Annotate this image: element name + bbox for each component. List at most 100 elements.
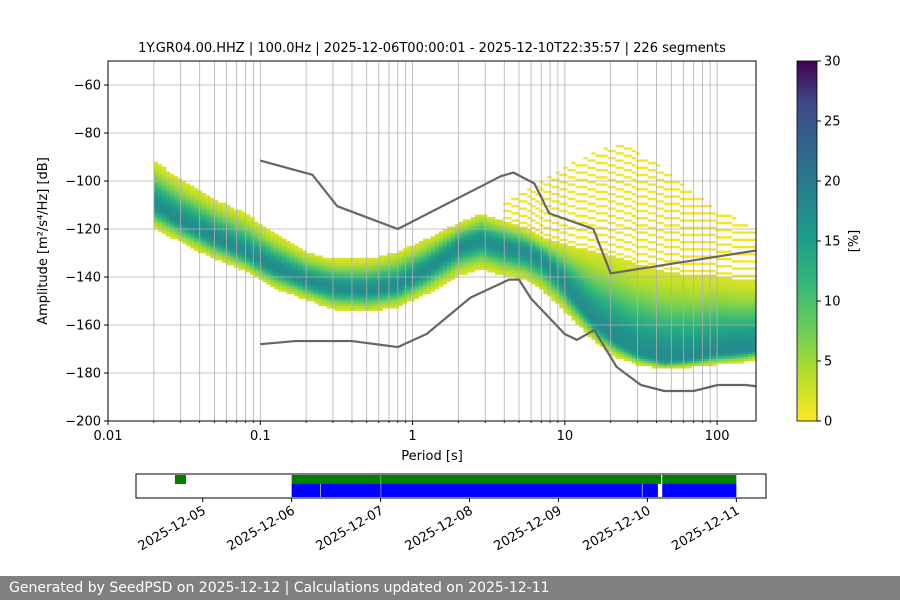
heatmap-cell	[711, 303, 717, 307]
heatmap-cell	[274, 274, 279, 278]
heatmap-cell	[406, 284, 412, 287]
heatmap-cell	[491, 221, 496, 225]
heatmap-cell	[563, 224, 568, 227]
heatmap-cell	[346, 284, 351, 287]
heatmap-cell	[727, 250, 733, 253]
heatmap-cell	[663, 293, 668, 297]
heatmap-cell	[687, 353, 693, 357]
heatmap-cell	[254, 243, 259, 247]
heatmap-cell	[667, 341, 672, 345]
heatmap-cell	[647, 358, 652, 362]
heatmap-cell	[679, 308, 685, 311]
heatmap-cell	[739, 346, 745, 350]
heatmap-cell	[218, 255, 223, 259]
heatmap-cell	[458, 272, 464, 275]
heatmap-cell	[442, 231, 448, 235]
heatmap-cell	[639, 305, 644, 309]
heatmap-cell	[238, 233, 243, 237]
heatmap-cell	[438, 248, 444, 251]
heatmap-cell	[238, 229, 243, 232]
heatmap-cell	[189, 238, 195, 242]
heatmap-cell	[318, 274, 323, 278]
heatmap-cell	[426, 253, 432, 256]
heatmap-cell	[607, 301, 612, 304]
heatmap-cell	[675, 301, 681, 304]
heatmap-cell	[587, 305, 592, 309]
heatmap-cell	[659, 358, 664, 362]
heatmap-cell	[354, 291, 359, 295]
heatmap-cell	[567, 303, 572, 307]
heatmap-cell	[655, 365, 660, 369]
heatmap-cell	[153, 171, 159, 175]
heatmap-cell	[270, 274, 275, 278]
heatmap-cell	[739, 303, 745, 307]
heatmap-cell	[623, 320, 628, 323]
heatmap-cell	[623, 169, 628, 172]
heatmap-cell	[627, 303, 632, 307]
heatmap-cell	[254, 265, 259, 268]
heatmap-cell	[282, 253, 287, 256]
heatmap-cell	[623, 317, 628, 321]
heatmap-cell	[619, 315, 624, 319]
heatmap-cell	[246, 243, 251, 247]
heatmap-cell	[290, 284, 295, 287]
heatmap-cell	[230, 217, 235, 220]
heatmap-cell	[723, 296, 729, 299]
heatmap-cell	[310, 293, 315, 297]
heatmap-cell	[603, 289, 608, 292]
heatmap-cell	[699, 262, 705, 265]
heatmap-cell	[723, 313, 729, 316]
heatmap-cell	[310, 281, 315, 285]
heatmap-cell	[338, 296, 343, 299]
heatmap-cell	[535, 233, 540, 237]
heatmap-cell	[703, 310, 709, 314]
x-tick-label: 1	[408, 429, 416, 444]
heatmap-cell	[659, 308, 664, 311]
heatmap-cell	[266, 233, 271, 237]
heatmap-cell	[418, 241, 424, 244]
heatmap-cell	[599, 322, 604, 326]
heatmap-cell	[454, 265, 460, 268]
heatmap-cell	[679, 332, 685, 335]
heatmap-cell	[699, 226, 705, 229]
heatmap-cell	[181, 185, 187, 189]
heatmap-cell	[603, 305, 608, 309]
heatmap-cell	[495, 238, 500, 242]
heatmap-cell	[470, 236, 476, 239]
heatmap-cell	[157, 226, 163, 230]
heatmap-cell	[695, 248, 701, 251]
heatmap-cell	[470, 260, 476, 263]
heatmap-cell	[567, 176, 572, 179]
heatmap-cell	[165, 207, 171, 211]
heatmap-cell	[711, 337, 717, 340]
heatmap-cell	[491, 255, 496, 259]
heatmap-cell	[643, 322, 648, 326]
heatmap-cell	[414, 291, 420, 295]
heatmap-cell	[406, 265, 412, 268]
heatmap-cell	[202, 197, 207, 201]
heatmap-cell	[603, 320, 608, 323]
heatmap-cell	[358, 257, 363, 261]
heatmap-cell	[735, 308, 741, 311]
heatmap-cell	[751, 322, 756, 326]
heatmap-cell	[218, 207, 223, 211]
heatmap-cell	[731, 361, 737, 364]
heatmap-cell	[515, 243, 520, 247]
heatmap-cell	[659, 301, 664, 304]
heatmap-cell	[659, 272, 664, 275]
heatmap-cell	[523, 274, 528, 278]
heatmap-cell	[555, 260, 560, 263]
heatmap-cell	[338, 281, 343, 285]
heatmap-cell	[583, 214, 588, 217]
heatmap-cell	[675, 358, 681, 362]
heatmap-cell	[551, 296, 556, 299]
heatmap-cell	[687, 262, 693, 265]
heatmap-cell	[683, 233, 689, 237]
heatmap-cell	[274, 253, 279, 256]
heatmap-cell	[402, 255, 408, 259]
heatmap-cell	[659, 303, 664, 307]
heatmap-cell	[414, 274, 420, 278]
heatmap-cell	[390, 279, 395, 283]
heatmap-cell	[202, 219, 207, 223]
heatmap-cell	[286, 281, 291, 285]
